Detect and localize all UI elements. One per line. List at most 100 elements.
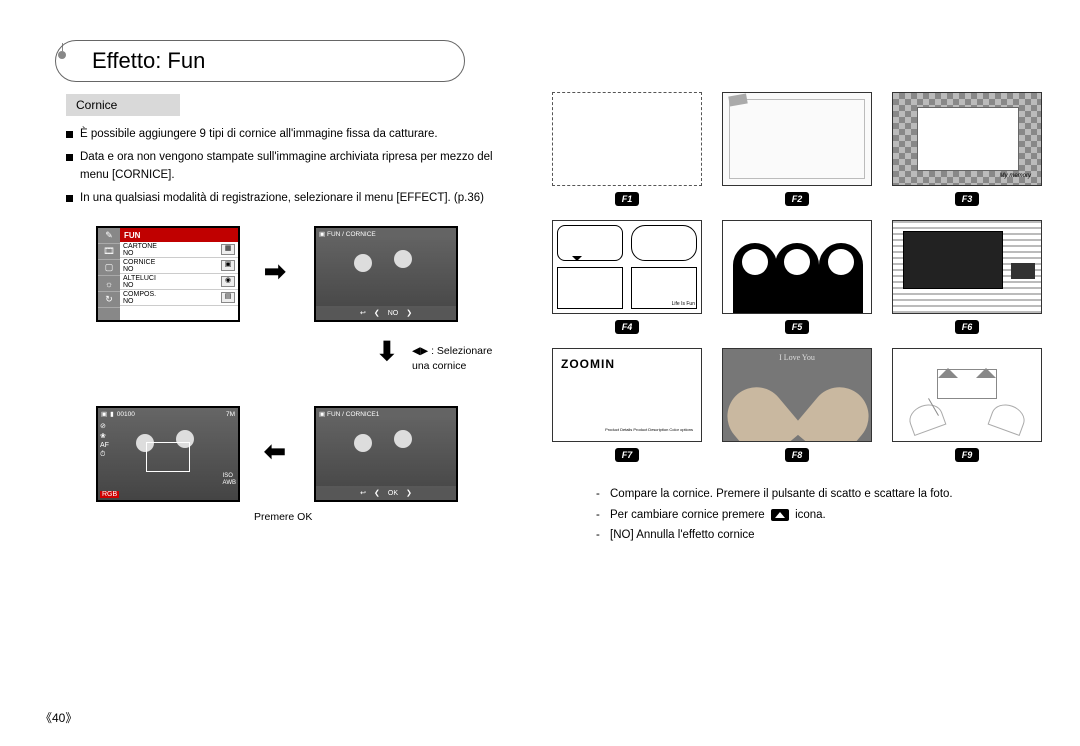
frame-preview-5: [722, 220, 872, 314]
preview-screen-2: ▣ FUN / CORNICE1 ↩ ❮ OK ❯: [314, 406, 458, 502]
mode-icon: ▣: [319, 410, 325, 418]
wing-icon: [906, 400, 947, 436]
window-icon: [903, 231, 1003, 289]
comic-panel-icon: [557, 267, 623, 309]
focus-rect-icon: [146, 442, 190, 472]
thought-bubble-icon: [631, 225, 697, 261]
timer-icon: ⏱: [100, 451, 109, 459]
frame-label-7: F7: [615, 448, 639, 462]
right-column: F1 F2 My memoryF3 Life Is FunF4 F5 F6 ZO…: [548, 92, 1048, 546]
bullet-3-text: In una qualsiasi modalità di registrazio…: [80, 190, 484, 207]
frame-label-3: F3: [955, 192, 979, 206]
person-icon: [394, 250, 412, 268]
note-1: -Compare la cornice. Premere il pulsante…: [596, 484, 1048, 505]
frame-label-9: F9: [955, 448, 979, 462]
bow-icon: [728, 94, 747, 107]
wing-icon: [988, 400, 1029, 436]
iso-icon: ISO: [223, 473, 236, 479]
frame-label-6: F6: [955, 320, 979, 334]
menu-item-2: ALTELUCINO◉: [120, 274, 238, 290]
camera-icon: ▣: [101, 410, 107, 418]
bullet-1-text: È possibile aggiungere 9 tipi di cornice…: [80, 126, 438, 143]
frame-grid: F1 F2 My memoryF3 Life Is FunF4 F5 F6 ZO…: [548, 92, 1048, 462]
page-number: 《40》: [40, 709, 77, 726]
compos-icon: ↻: [98, 292, 120, 308]
dash-icon: -: [596, 525, 610, 546]
frame-label-8: F8: [785, 448, 809, 462]
flash-off-icon: ⊘: [100, 422, 109, 430]
menu-item-1-sub: NO: [123, 266, 134, 273]
menu-list: FUN CARTONENO▦ CORNICENO▣ ALTELUCINO◉ CO…: [120, 228, 238, 306]
bullet-2-text: Data e ora non vengono stampate sull'imm…: [80, 149, 496, 184]
menu-thumb-icon: ▤: [221, 292, 235, 303]
capture-screen: ▣ ▮ 00100 7M ⊘ ❀ AF ⏱ ISO AWB RGB: [96, 406, 240, 502]
heart-icon: [741, 359, 853, 431]
menu-sidebar: ✎ 🎞 ▢ ☼ ↻: [98, 228, 120, 320]
menu-thumb-icon: ◉: [221, 276, 235, 287]
photo-placeholder: [98, 408, 238, 500]
mailbox-icon: [1011, 263, 1035, 279]
person-icon: [354, 254, 372, 272]
frame-cell-2: F2: [718, 92, 876, 206]
status-bar: ▣ ▮ 00100 7M: [98, 408, 238, 420]
silhouette-icon: [775, 243, 819, 313]
frame-3-caption: My memory: [1000, 173, 1031, 179]
section-subheading: Cornice: [66, 94, 180, 116]
menu-item-3-label: COMPOS.: [123, 291, 156, 298]
highlight-icon: ☼: [98, 276, 120, 292]
menu-item-0: CARTONENO▦: [120, 242, 238, 258]
frame-4-caption: Life Is Fun: [672, 301, 695, 307]
caption-ok: Premere OK: [254, 510, 312, 525]
menu-item-3-sub: NO: [123, 298, 134, 305]
frame-7-title: ZOOMIN: [561, 357, 615, 371]
frame-cell-1: F1: [548, 92, 706, 206]
menu-item-1-label: CORNICE: [123, 259, 155, 266]
frame-preview-2: [722, 92, 872, 186]
af-icon: AF: [100, 442, 109, 449]
frame-cell-8: I Love YouF8: [718, 348, 876, 462]
menu-screen: ✎ 🎞 ▢ ☼ ↻ FUN CARTONENO▦ CORNICENO▣ ALTE…: [96, 226, 240, 322]
speech-bubble-icon: [557, 225, 623, 261]
frame-label-1: F1: [615, 192, 639, 206]
left-caret-icon: ❮: [374, 489, 380, 497]
right-caret-icon: ❯: [406, 309, 412, 317]
page-title-text: Effetto: Fun: [92, 48, 205, 74]
rgb-badge: RGB: [100, 491, 119, 498]
frame-preview-9: [892, 348, 1042, 442]
frame-7-smalltext: Product Details Product Description Colo…: [605, 428, 693, 433]
screen-bottom-bar: ↩ ❮ OK ❯: [316, 486, 456, 500]
frame-preview-1: [552, 92, 702, 186]
crown-icon: [937, 369, 997, 399]
dash-icon: -: [596, 484, 610, 505]
menu-item-1: CORNICENO ▣: [120, 258, 238, 274]
arrow-right-icon: ➡: [264, 256, 286, 287]
back-icon: ↩: [360, 489, 366, 497]
paint-icon: ✎: [98, 228, 120, 244]
frame-cell-6: F6: [888, 220, 1046, 334]
frame-cell-5: F5: [718, 220, 876, 334]
awb-icon: AWB: [223, 480, 236, 486]
menu-header: FUN: [120, 228, 238, 242]
menu-item-0-label: CARTONE: [123, 243, 157, 250]
diagram: ✎ 🎞 ▢ ☼ ↻ FUN CARTONENO▦ CORNICENO▣ ALTE…: [96, 226, 476, 526]
frame-cell-9: F9: [888, 348, 1046, 462]
note-3-text: [NO] Annulla l'effetto cornice: [610, 525, 755, 546]
notes-list: -Compare la cornice. Premere il pulsante…: [548, 484, 1048, 546]
screen-top-bar: ▣ FUN / CORNICE: [316, 228, 456, 240]
right-caret-icon: ❯: [406, 489, 412, 497]
left-column: Cornice È possibile aggiungere 9 tipi di…: [66, 94, 496, 213]
screen-bar-label: OK: [388, 490, 398, 497]
menu-thumb-icon: ▦: [221, 244, 235, 255]
screen-bottom-bar: ↩❮NO❯: [316, 306, 456, 320]
person-icon: [394, 430, 412, 448]
person-icon: [354, 434, 372, 452]
screen-top-label: FUN / CORNICE1: [327, 411, 379, 418]
silhouette-icon: [819, 243, 863, 313]
mode-icon: ▣: [319, 230, 325, 238]
note-3: -[NO] Annulla l'effetto cornice: [596, 525, 1048, 546]
menu-thumb-icon: ▣: [221, 260, 235, 271]
screen-top-bar: ▣ FUN / CORNICE1: [316, 408, 456, 420]
dash-icon: -: [596, 505, 610, 526]
page-title: Effetto: Fun: [55, 40, 465, 82]
frame-icon: ▢: [98, 260, 120, 276]
